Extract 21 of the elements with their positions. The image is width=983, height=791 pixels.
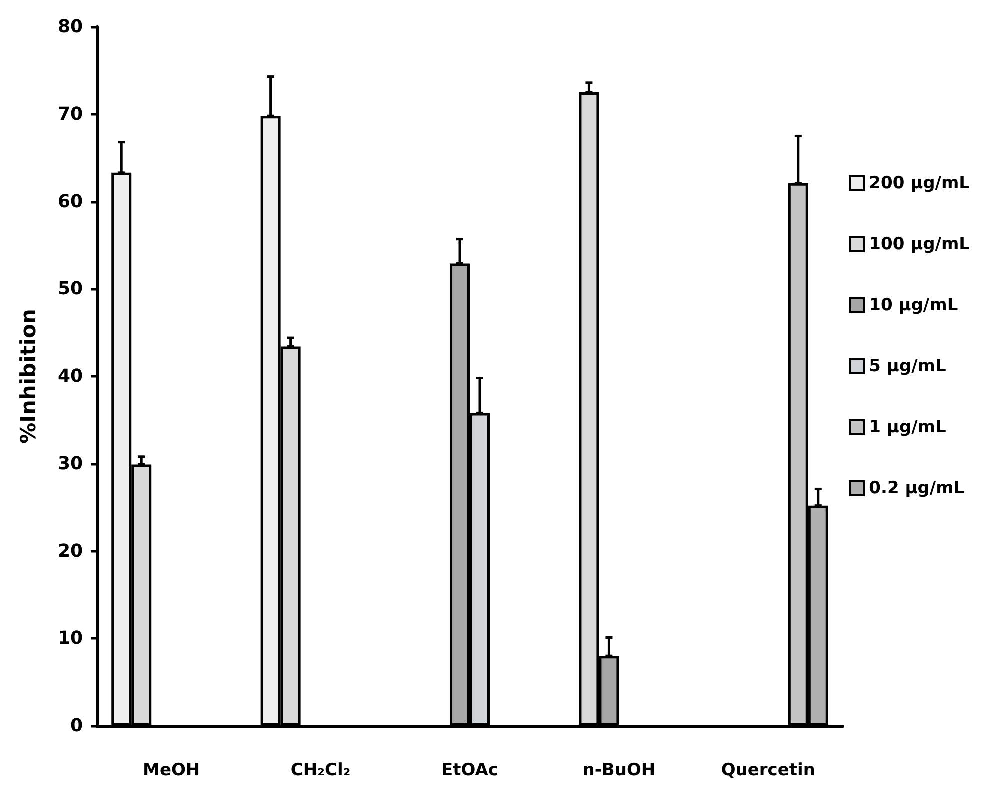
- x-tick-label: MeOH: [143, 760, 200, 780]
- y-tick-label: 70: [58, 104, 83, 125]
- x-tick-label: Quercetin: [721, 760, 816, 780]
- y-tick-label: 10: [58, 628, 83, 650]
- legend-label: 5 μg/mL: [869, 356, 947, 376]
- y-axis-title: %Inhibition: [16, 309, 40, 444]
- x-tick-label: EtOAc: [442, 760, 498, 780]
- legend-label: 10 μg/mL: [869, 296, 958, 316]
- y-tick-label: 40: [58, 366, 83, 387]
- y-tick-label: 0: [70, 716, 83, 736]
- legend-label: 100 μg/mL: [869, 234, 970, 254]
- y-tick-label: 20: [58, 540, 83, 562]
- legend-label: 200 μg/mL: [869, 174, 970, 194]
- y-tick-label: 80: [58, 16, 83, 38]
- y-tick-label: 30: [58, 453, 83, 474]
- legend-label: 0.2 μg/mL: [869, 478, 965, 498]
- x-tick-label: CH₂Cl₂: [290, 760, 351, 780]
- y-tick-label: 50: [58, 278, 83, 300]
- y-tick-label: 60: [58, 191, 83, 212]
- x-tick-label: n-BuOH: [582, 760, 656, 780]
- legend-label: 1 μg/mL: [869, 418, 947, 438]
